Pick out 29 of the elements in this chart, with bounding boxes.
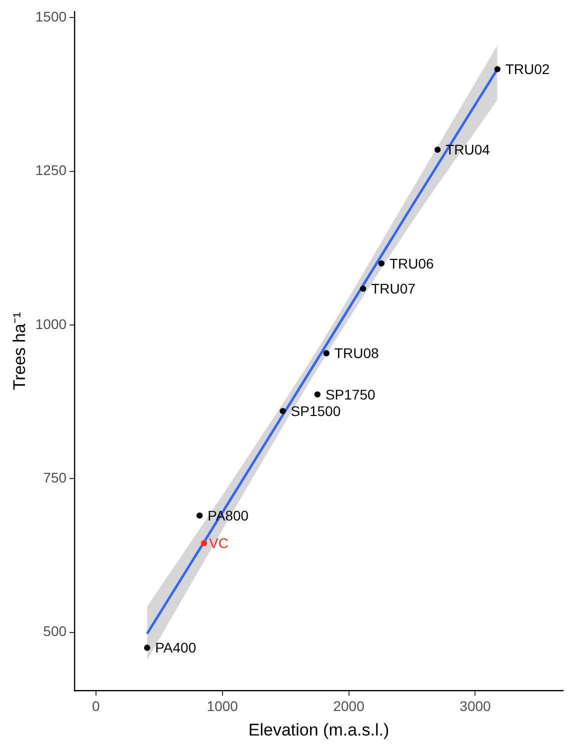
annotation: SP1500: [290, 402, 341, 419]
point: [200, 540, 208, 546]
y-tick-label: 1250: [35, 162, 67, 178]
point: [196, 512, 203, 519]
x-tick-label: 3000: [460, 698, 492, 714]
x-tick-label: 0: [92, 698, 100, 714]
x-axis-title: Elevation (m.a.s.l.): [248, 720, 390, 740]
annotation: TRU07: [371, 280, 416, 297]
point: [314, 391, 321, 398]
point: [144, 644, 150, 651]
point: [494, 66, 500, 72]
point: [378, 260, 385, 267]
annotation: PA400: [155, 640, 196, 656]
x-tick-label: 2000: [333, 698, 365, 714]
annotation: TRU06: [389, 255, 434, 272]
y-tick-label: 500: [43, 623, 67, 640]
annotation: TRU08: [334, 345, 379, 362]
y-axis-title: Trees ha⁻¹: [10, 312, 29, 390]
y-tick-label: 750: [43, 470, 67, 486]
y-tick-label: 1500: [35, 8, 67, 24]
y-tick-label: 1000: [35, 316, 67, 332]
series-label: VC: [209, 535, 228, 552]
point: [360, 286, 366, 292]
point: [434, 146, 441, 153]
point: [323, 350, 330, 356]
annotation: TRU02: [505, 61, 550, 78]
x-tick-label: 1000: [206, 698, 238, 714]
point: [280, 408, 286, 414]
annotation: SP1750: [325, 386, 376, 402]
